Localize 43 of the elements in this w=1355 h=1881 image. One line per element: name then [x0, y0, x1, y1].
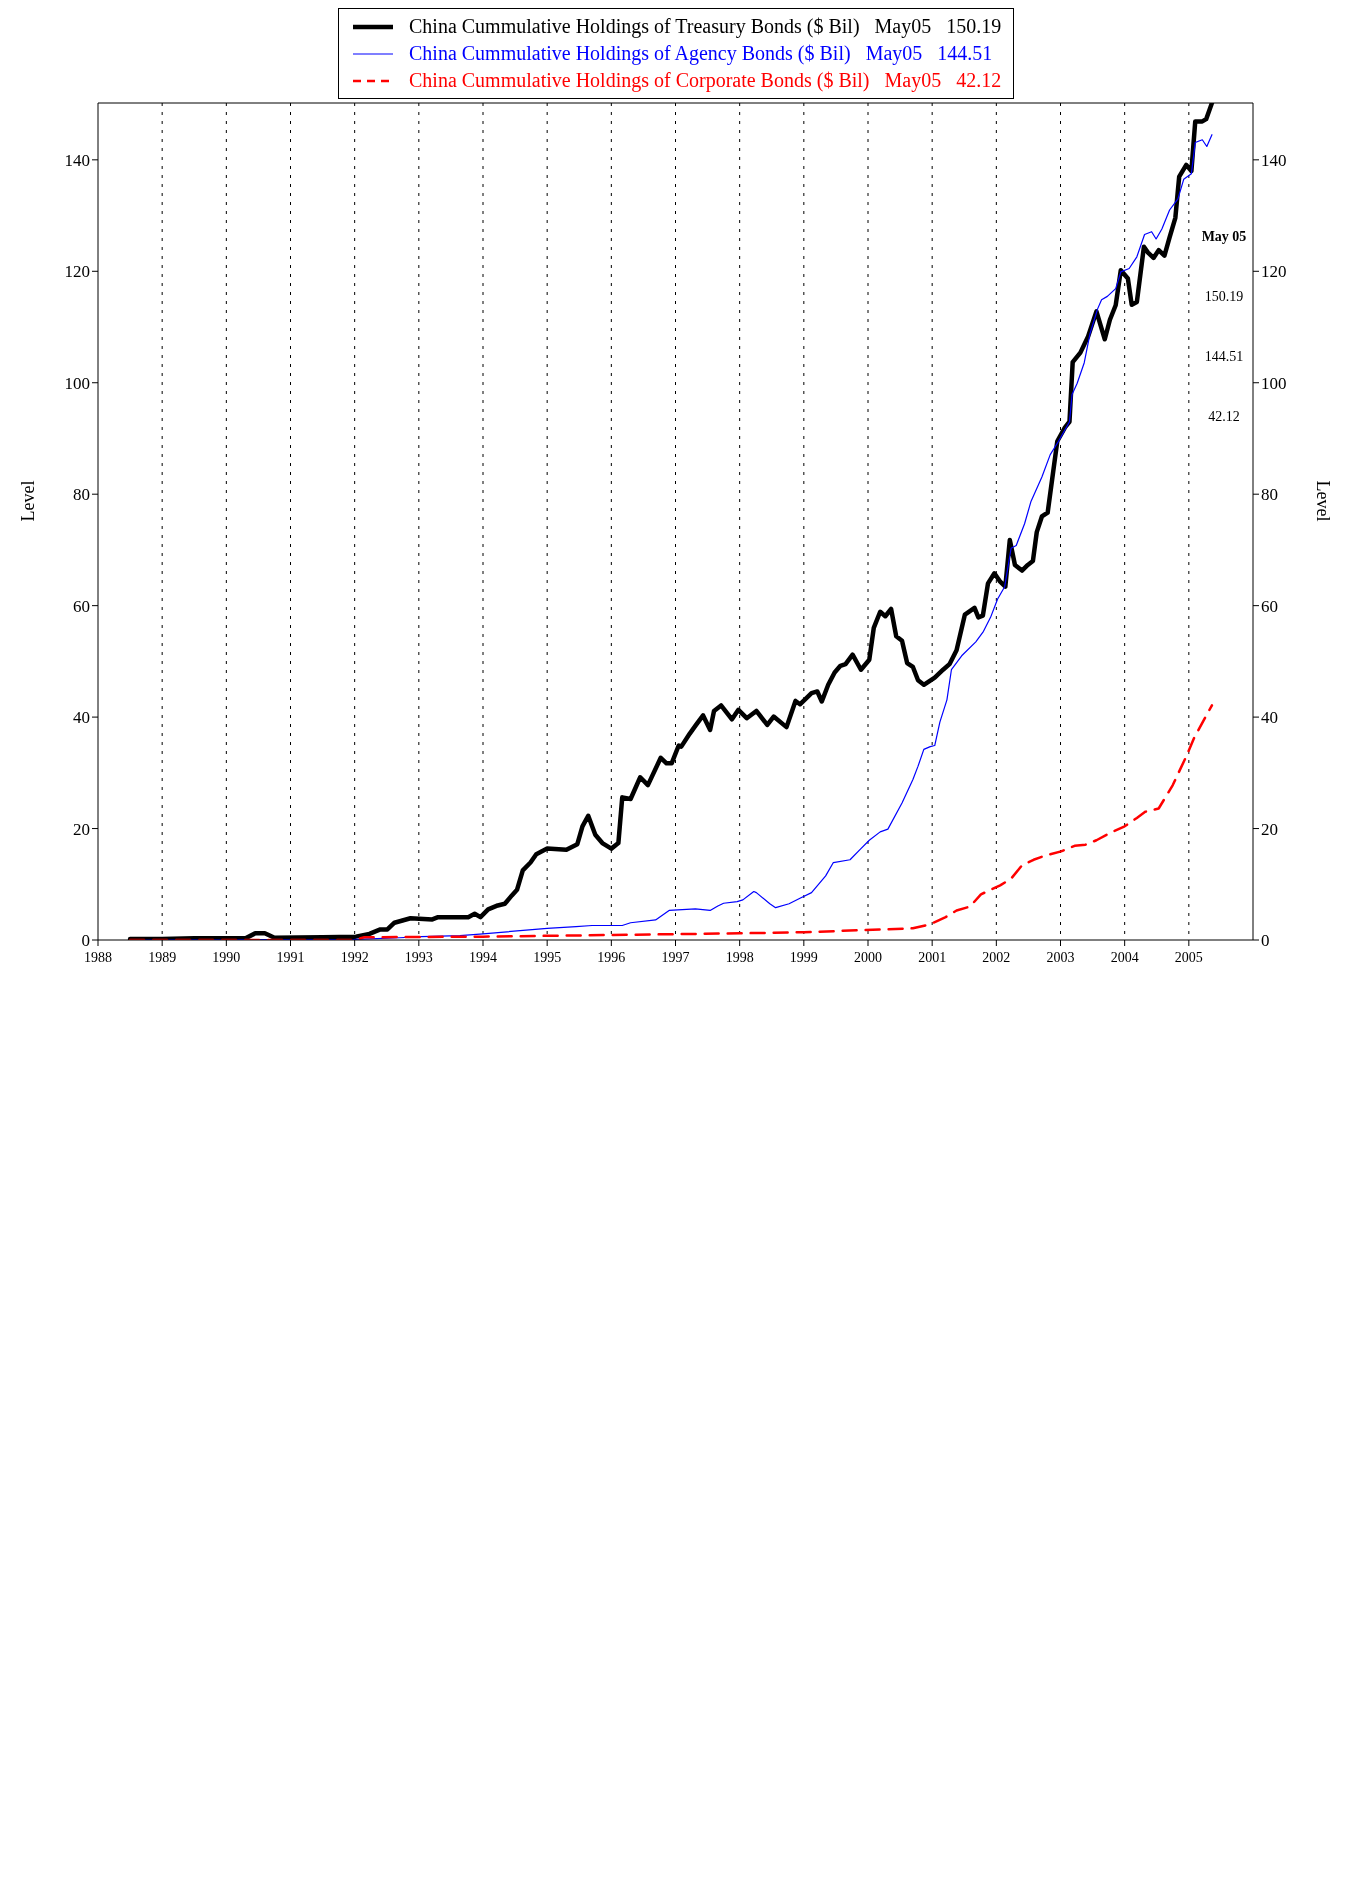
annotation: May 05	[1199, 228, 1249, 245]
legend-label: China Cummulative Holdings of Treasury Bonds ($ Bil) May05 150.19	[409, 15, 1002, 38]
x-tick-label: 1995	[533, 950, 562, 965]
y-tick-label: 120	[64, 262, 90, 282]
y2-tick-label: 120	[1261, 262, 1287, 282]
annotation: 42.12	[1199, 409, 1249, 426]
y-tick-label: 40	[73, 708, 90, 728]
annotation: 144.51	[1199, 349, 1249, 366]
x-tick-label: 2005	[1174, 950, 1203, 965]
y2-tick-label: 0	[1261, 931, 1270, 951]
y-tick-label: 20	[73, 819, 90, 839]
annotation: 150.19	[1199, 288, 1249, 305]
x-tick-label: 2004	[1110, 950, 1139, 965]
y-axis-title: Level	[18, 480, 39, 522]
y2-tick-label: 140	[1261, 150, 1287, 170]
y2-tick-label: 40	[1261, 708, 1278, 728]
x-tick-label: 1991	[276, 950, 305, 965]
x-tick-label: 1999	[789, 950, 818, 965]
y-tick-label: 140	[64, 150, 90, 170]
x-tick-label: 1994	[469, 950, 497, 965]
x-tick-label: 1992	[340, 950, 369, 965]
x-tick-label: 1989	[148, 950, 177, 965]
y-tick-label: 100	[64, 373, 90, 393]
x-tick-label: 1998	[725, 950, 754, 965]
y-tick-label: 80	[73, 485, 90, 505]
x-tick-label: 2000	[854, 950, 882, 965]
x-tick-label: 2003	[1046, 950, 1075, 965]
y2-tick-label: 80	[1261, 485, 1278, 505]
y2-axis-title: Level	[1312, 480, 1333, 522]
x-tick-label: 1993	[404, 950, 433, 965]
y-tick-label: 0	[81, 931, 90, 951]
y2-tick-label: 100	[1261, 373, 1287, 393]
legend-label: China Cummulative Holdings of Corporate Bonds ($ Bil) May05 42.12	[409, 69, 1002, 92]
legend-label: China Cummulative Holdings of Agency Bonds ($ Bil) May05 144.51	[409, 42, 993, 65]
x-tick-label: 2002	[982, 950, 1011, 965]
x-tick-label: 1996	[597, 950, 626, 965]
y-tick-label: 60	[73, 596, 90, 616]
x-tick-label: 1988	[84, 950, 112, 965]
x-tick-label: 1997	[661, 950, 690, 965]
y2-tick-label: 20	[1261, 819, 1278, 839]
x-tick-label: 1990	[212, 950, 241, 965]
x-tick-label: 2001	[918, 950, 947, 965]
y2-tick-label: 60	[1261, 596, 1278, 616]
